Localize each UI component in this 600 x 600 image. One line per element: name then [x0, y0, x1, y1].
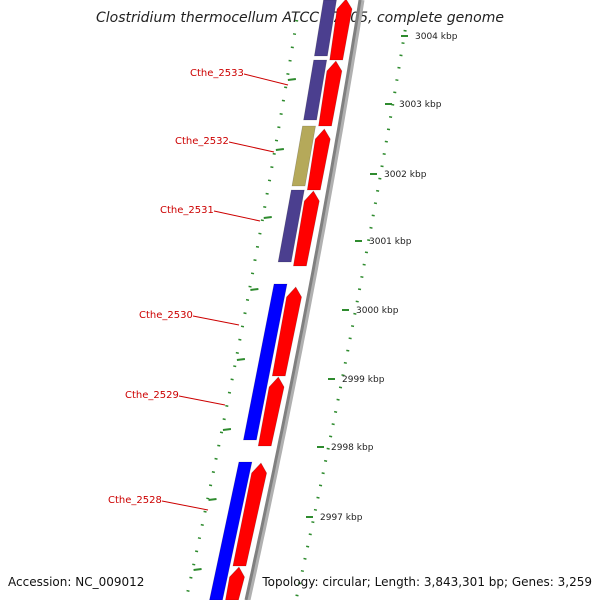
ruler-tick-label: 3000 kbp — [356, 306, 399, 316]
ruler-tick-label: 3001 kbp — [369, 237, 412, 247]
inner-track-tick — [275, 148, 284, 151]
gene-label: Cthe_2530 — [139, 310, 193, 321]
gene-leader-line — [213, 210, 261, 222]
forward-strand-gene — [257, 376, 285, 447]
gene-leader-line — [161, 500, 209, 511]
gene-leader-line — [192, 315, 240, 326]
inner-track-tick — [287, 78, 297, 81]
ruler-tick-label: 2998 kbp — [331, 443, 374, 453]
forward-strand-gene — [293, 190, 320, 267]
accession-text: Accession: NC_009012 — [8, 575, 145, 589]
inner-track-tick — [236, 358, 246, 361]
reverse-strand-gene — [303, 59, 328, 121]
reverse-strand-gene — [243, 283, 288, 441]
forward-strand-gene — [232, 462, 267, 567]
gene-label: Cthe_2528 — [108, 495, 162, 506]
gene-label: Cthe_2529 — [125, 390, 179, 401]
reverse-strand-gene — [209, 461, 253, 600]
backbone-shadow — [245, 0, 365, 600]
forward-strand-gene — [329, 0, 353, 61]
ruler-tick-label: 2997 kbp — [320, 513, 363, 523]
forward-strand-gene — [318, 60, 343, 127]
forward-strand-gene — [271, 286, 302, 377]
inner-track-tick — [222, 428, 232, 431]
reverse-strand-gene — [277, 189, 305, 263]
inner-track-tick — [250, 288, 259, 291]
gene-leader-line — [178, 395, 226, 406]
ruler-tick-label: 3003 kbp — [399, 100, 442, 110]
backbone-line — [244, 0, 362, 600]
inner-track-tick — [193, 568, 202, 571]
gene-label: Cthe_2532 — [175, 136, 229, 147]
ruler-tick-label: 2999 kbp — [342, 375, 385, 385]
gene-leader-line — [243, 73, 289, 86]
forward-strand-gene — [306, 128, 331, 191]
gene-leader-line — [228, 141, 275, 153]
gene-label: Cthe_2531 — [160, 205, 214, 216]
map-title: Clostridium thermocellum ATCC 27405, com… — [96, 10, 504, 26]
ruler-tick-label: 3002 kbp — [384, 170, 427, 180]
inner-track-tick — [208, 498, 217, 501]
gene-label: Cthe_2533 — [190, 68, 244, 79]
reverse-strand-gene — [291, 125, 316, 187]
forward-strand-gene — [225, 566, 245, 600]
inner-track-tick — [263, 216, 272, 219]
ruler-tick-label: 3004 kbp — [415, 32, 458, 42]
topology-text: Topology: circular; Length: 3,843,301 bp… — [262, 575, 592, 589]
reverse-strand-gene — [314, 0, 337, 57]
